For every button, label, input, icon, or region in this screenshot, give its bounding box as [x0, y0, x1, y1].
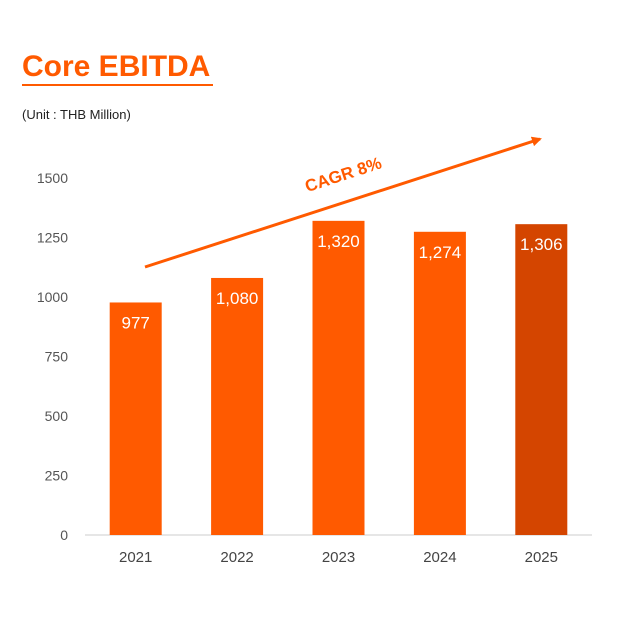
- x-tick-label: 2021: [119, 549, 152, 566]
- x-tick-label: 2025: [525, 549, 558, 566]
- bar-2024: [413, 231, 466, 535]
- bar-2022: [211, 277, 264, 535]
- y-tick-label: 1250: [37, 230, 68, 246]
- cagr-arrow: [144, 136, 542, 269]
- x-axis-ticks: 2021 2022 2023 2024 2025: [119, 549, 558, 566]
- x-tick-label: 2024: [423, 549, 456, 566]
- bar-2023: [312, 220, 365, 535]
- chart-title: Core EBITDA: [22, 50, 211, 83]
- y-tick-label: 250: [45, 468, 69, 484]
- y-tick-label: 500: [45, 408, 69, 424]
- bars: 977 1,080 1,320 1,274 1,306: [109, 220, 568, 535]
- y-tick-label: 0: [60, 527, 68, 543]
- data-label: 1,320: [317, 232, 360, 251]
- y-tick-label: 1500: [37, 170, 68, 186]
- y-tick-label: 750: [45, 349, 69, 365]
- y-axis-ticks: 0 250 500 750 1000 1250 1500: [37, 170, 68, 543]
- bar-2021: [109, 302, 162, 535]
- x-tick-label: 2023: [322, 549, 355, 566]
- bar-2025: [515, 224, 568, 535]
- y-tick-label: 1000: [37, 289, 68, 305]
- x-tick-label: 2022: [220, 549, 253, 566]
- data-label: 977: [122, 313, 150, 332]
- cagr-annotation: CAGR 8%: [303, 153, 384, 196]
- data-label: 1,306: [520, 235, 563, 254]
- data-label: 1,274: [419, 243, 462, 262]
- data-label: 1,080: [216, 289, 259, 308]
- title-underline: [22, 84, 213, 86]
- unit-label: (Unit : THB Million): [22, 107, 131, 122]
